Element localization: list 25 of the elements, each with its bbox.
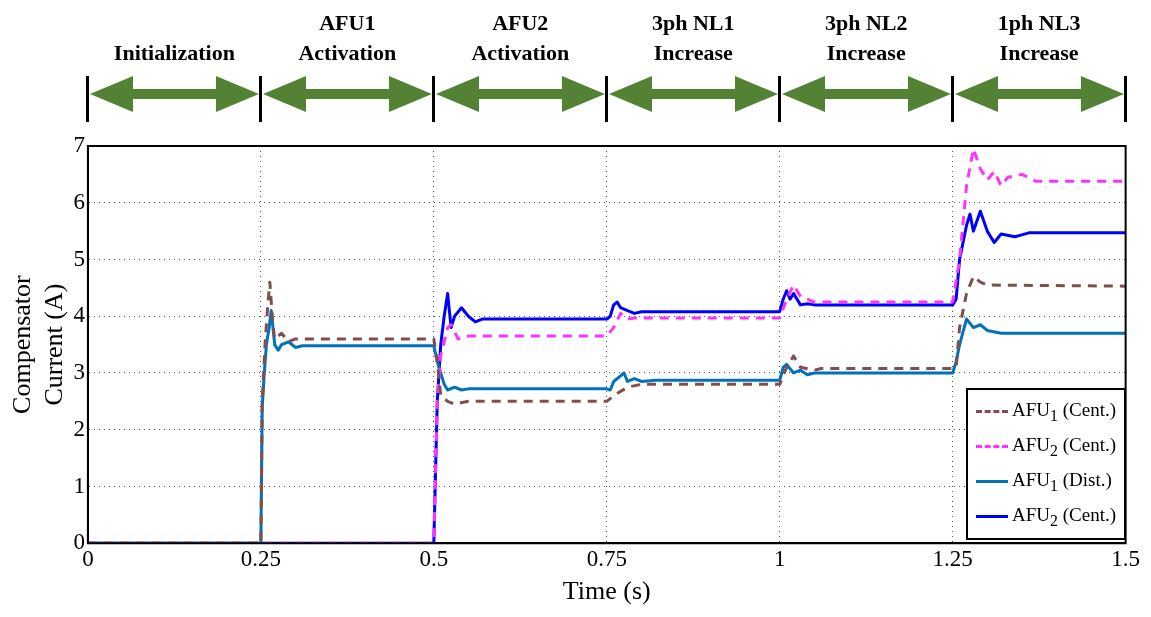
x-tick-label: 0.75 <box>586 546 627 572</box>
x-tick-label: 0.25 <box>240 546 281 572</box>
x-tick-label: 1.25 <box>932 546 973 572</box>
text: 3ph NL1 Increase <box>651 9 735 67</box>
y-tick-label: 7 <box>73 132 85 158</box>
x-tick-label: 1.5 <box>1111 546 1140 572</box>
y-axis-title: Compensator Current (A) <box>7 274 68 414</box>
y-tick-label: 2 <box>73 415 85 441</box>
y-tick-label: 5 <box>73 245 85 271</box>
legend-label: AFU$_{1}$ (Dist.) <box>1012 468 1112 495</box>
y-tick-label: 3 <box>73 359 85 385</box>
legend-label: AFU$_{2}$ (Cent.) <box>1012 433 1116 460</box>
x-axis-title: Time (s) <box>562 576 651 606</box>
text: 3ph NL2 Increase <box>824 9 908 67</box>
y-tick-label: 1 <box>73 472 85 498</box>
legend-label: AFU$_{2}$ (Cent.) <box>1012 503 1116 530</box>
text: AFU2 Activation <box>471 9 570 67</box>
text: 1ph NL3 Increase <box>997 9 1081 67</box>
legend-label: AFU$_{1}$ (Cent.) <box>1012 398 1116 425</box>
text: Initialization <box>113 39 235 67</box>
y-tick-label: 4 <box>73 302 86 328</box>
y-tick-label: 6 <box>73 188 85 214</box>
text: AFU1 Activation <box>298 9 397 67</box>
x-tick-label: 1 <box>773 546 786 572</box>
x-tick-label: 0.5 <box>419 546 449 572</box>
